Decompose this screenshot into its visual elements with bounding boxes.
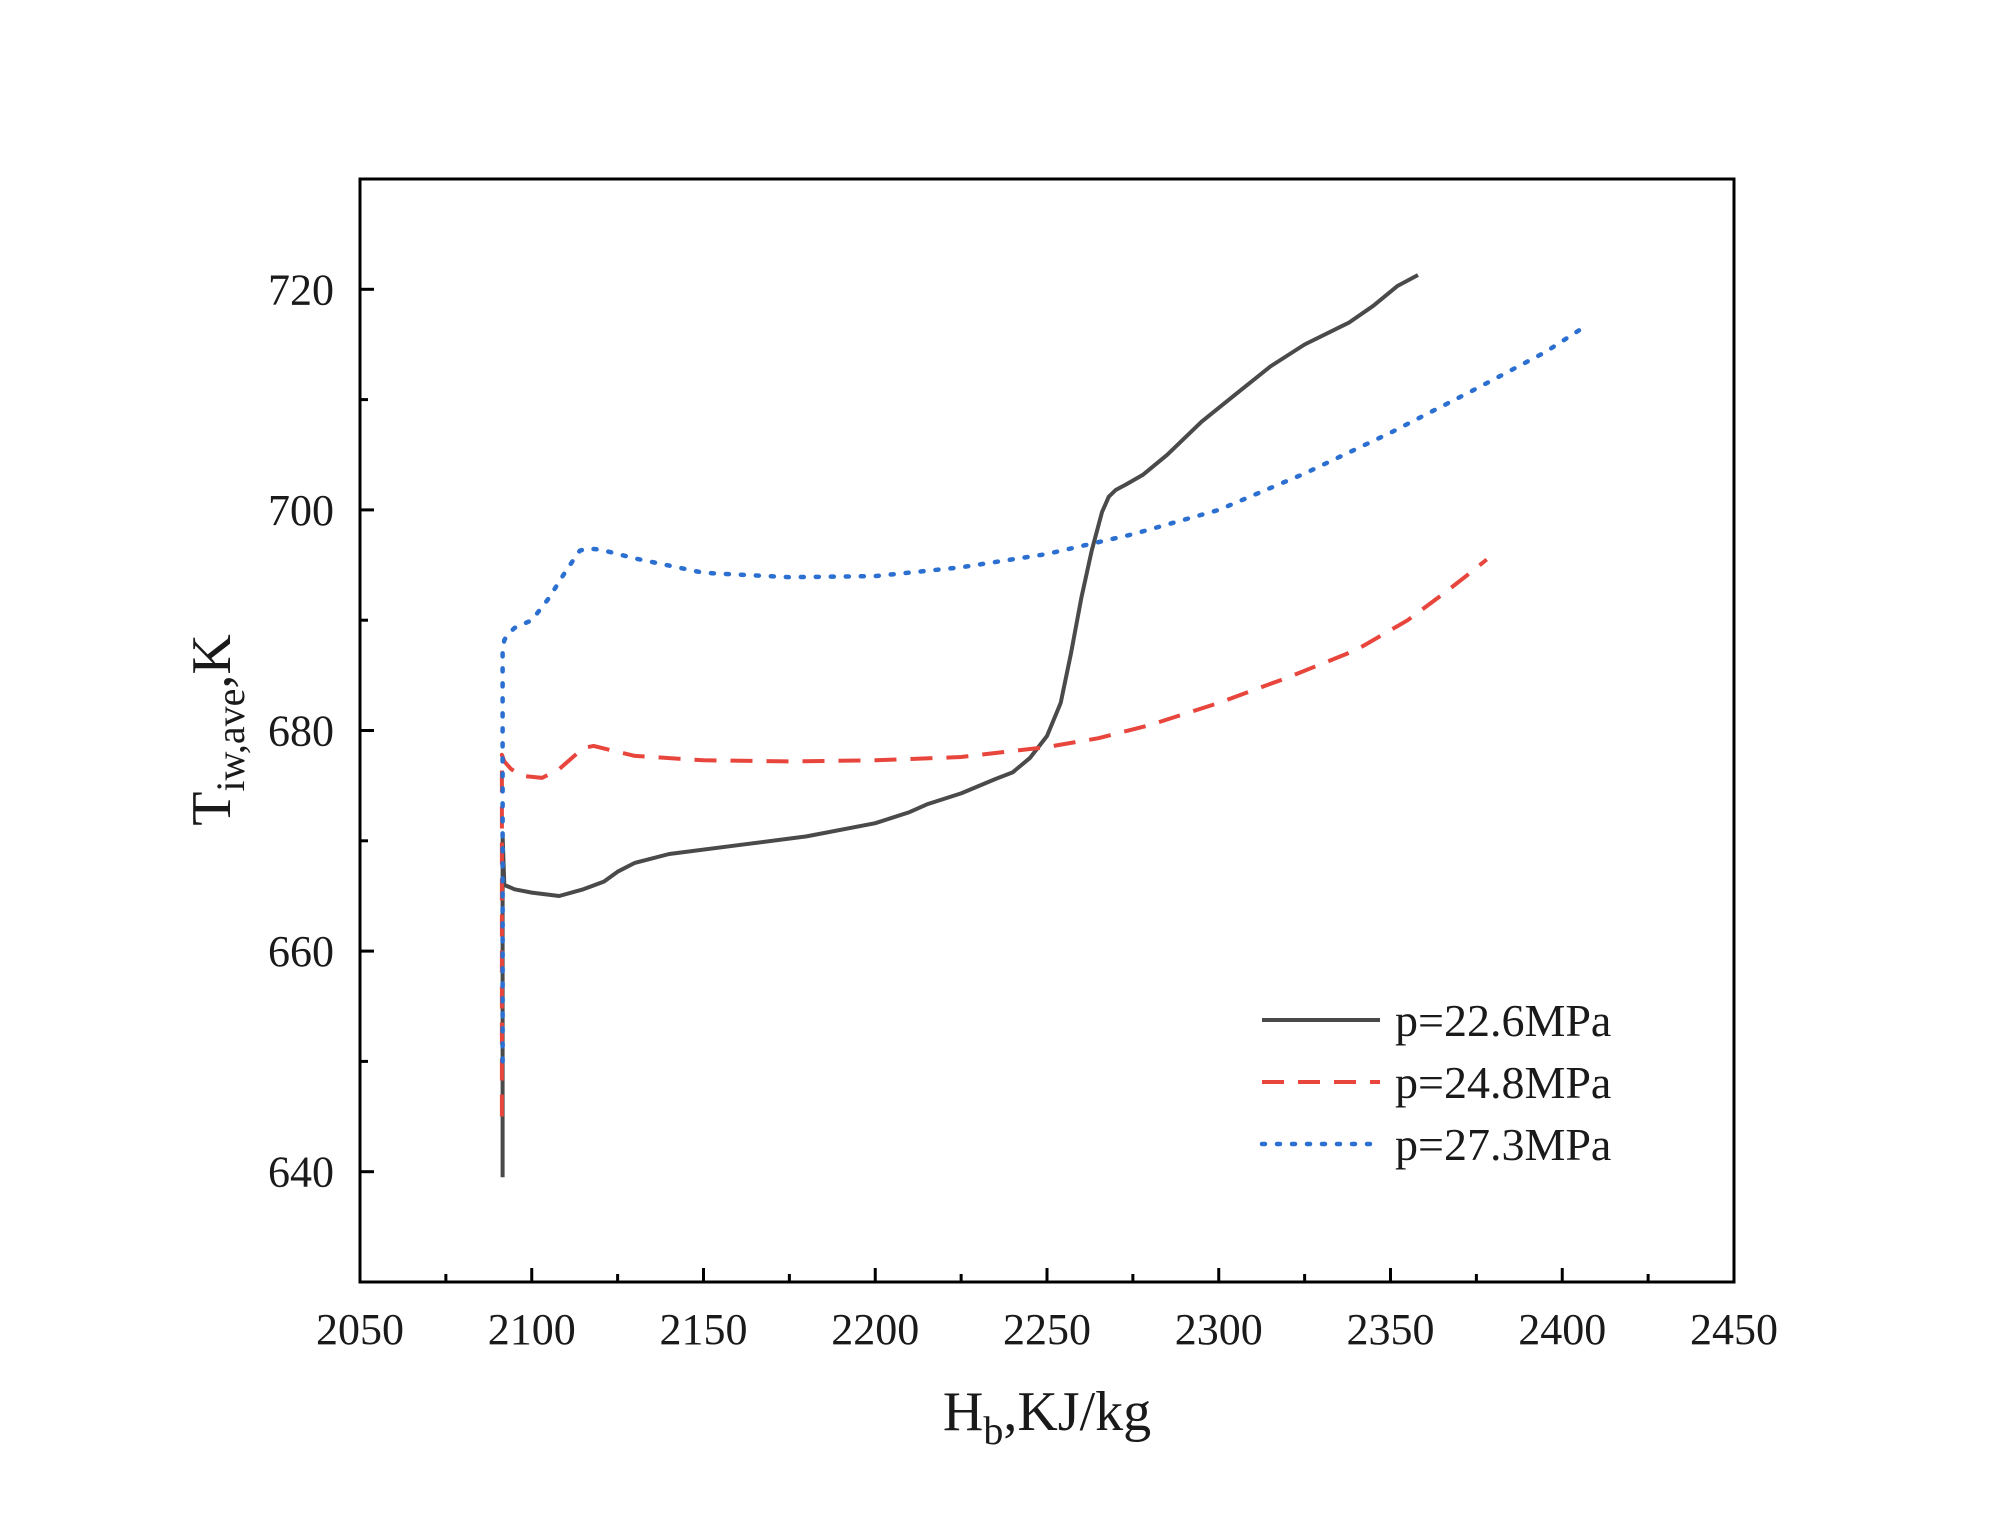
legend-label-1: p=22.6MPa — [1395, 995, 1611, 1046]
legend: p=22.6MPa p=24.8MPa p=27.3MPa — [1259, 995, 1611, 1170]
series-layer — [499, 273, 1582, 1178]
series-line-1 — [500, 273, 1419, 1178]
ticks-layer: 2050 2100 2150 2200 2250 2300 2350 2400 2450 640 6… — [268, 265, 1778, 1354]
x-axis-title-rest: ,KJ/kg — [1003, 1381, 1151, 1443]
x-tick-label-2100: 2100 — [488, 1305, 576, 1354]
x-tick-label-2400: 2400 — [1518, 1305, 1606, 1354]
x-tick-label-2350: 2350 — [1347, 1305, 1435, 1354]
x-tick-label-2200: 2200 — [831, 1305, 919, 1354]
legend-label-2: p=24.8MPa — [1395, 1057, 1611, 1108]
x-axis-title-main: H — [943, 1381, 983, 1443]
series-line-3 — [500, 327, 1582, 1064]
x-tick-label-2450: 2450 — [1690, 1305, 1778, 1354]
plot-frame — [358, 177, 1736, 1284]
y-tick-label-680: 680 — [268, 707, 334, 756]
y-tick-label-640: 640 — [268, 1148, 334, 1197]
x-tick-label-2250: 2250 — [1003, 1305, 1091, 1354]
y-axis-title: Tiw,ave,K — [181, 634, 253, 826]
series-line-2 — [499, 557, 1488, 1117]
y-tick-label-720: 720 — [268, 265, 334, 314]
x-axis-title-sub: b — [983, 1408, 1003, 1453]
x-tick-label-2150: 2150 — [660, 1305, 748, 1354]
x-tick-label-2300: 2300 — [1175, 1305, 1263, 1354]
y-axis-title-rest: ,K — [181, 634, 243, 688]
x-axis-title: Hb,KJ/kg — [943, 1381, 1151, 1453]
legend-label-3: p=27.3MPa — [1395, 1119, 1611, 1170]
y-axis-title-sub: iw,ave — [208, 689, 253, 792]
x-tick-label-2050: 2050 — [316, 1305, 404, 1354]
y-tick-label-660: 660 — [268, 927, 334, 976]
y-axis-title-main: T — [181, 792, 243, 826]
y-tick-label-700: 700 — [268, 486, 334, 535]
